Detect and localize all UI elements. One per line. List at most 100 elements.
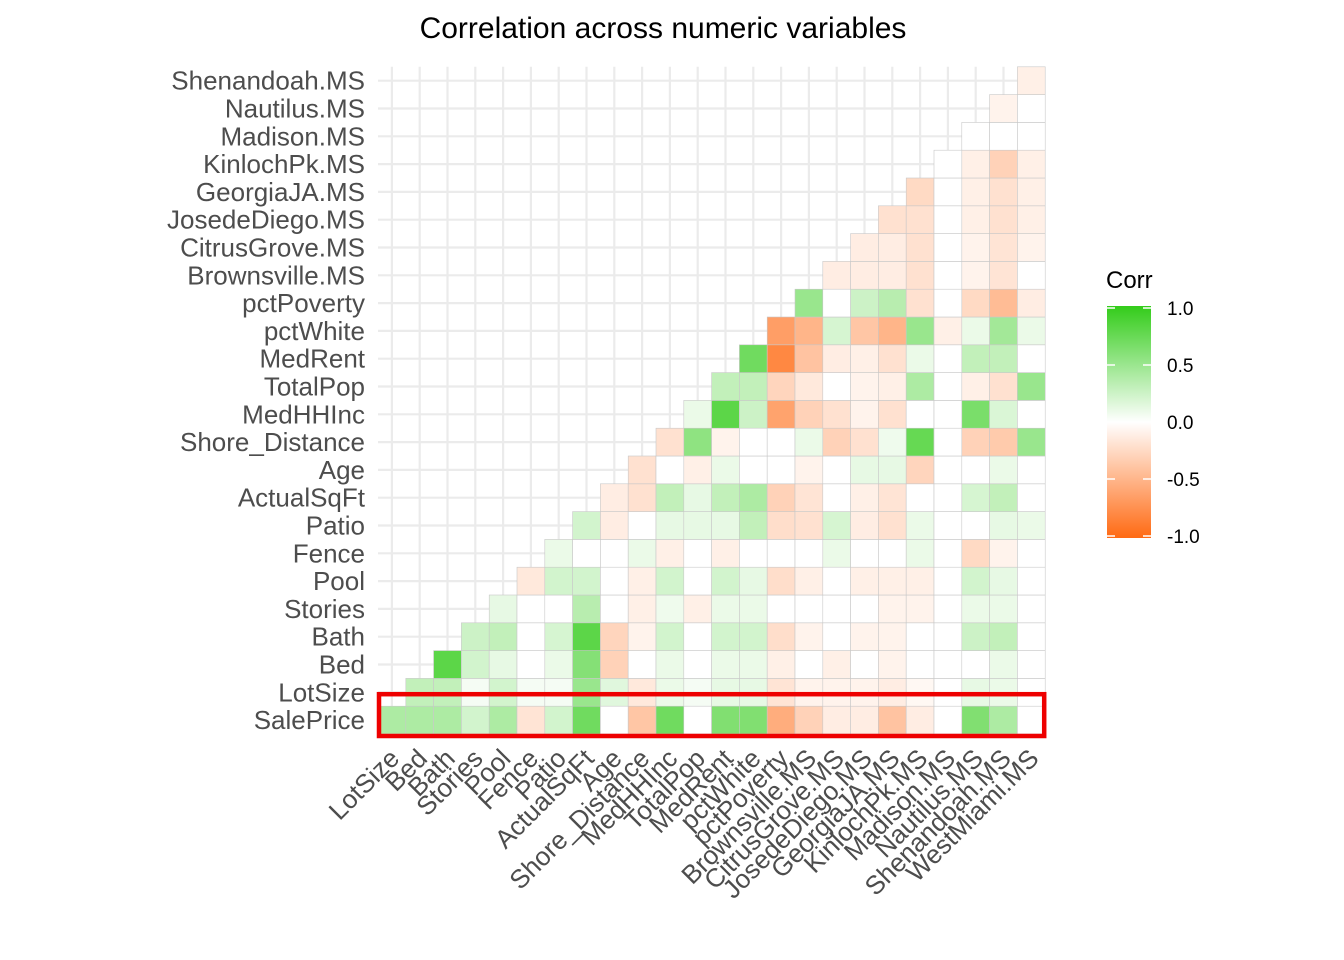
cell-MedHHInc-CitrusGrove.MS bbox=[822, 400, 851, 429]
cell-Pool-Age bbox=[600, 566, 629, 596]
cell-TotalPop-GeorgiaJA.MS bbox=[878, 372, 907, 401]
cell-Bed-Stories bbox=[461, 650, 490, 679]
cell-MedRent-pctWhite bbox=[739, 344, 768, 373]
cell-Stories-MedHHInc bbox=[655, 594, 685, 624]
cell-SalePrice-pctPoverty bbox=[766, 705, 796, 735]
cell-Nautilus.MS-Shenandoah.MS bbox=[989, 94, 1018, 123]
cell-Bed-MedHHInc bbox=[655, 650, 685, 679]
cell-ActualSqFt-KinlochPk.MS bbox=[905, 483, 935, 512]
cell-Pool-Patio bbox=[544, 566, 573, 596]
cell-pctWhite-pctPoverty bbox=[766, 316, 796, 346]
cell-SalePrice-CitrusGrove.MS bbox=[822, 705, 851, 735]
cell-Age-MedHHInc bbox=[655, 455, 685, 485]
cell-Fence-Patio bbox=[544, 539, 573, 568]
cell-Stories-TotalPop bbox=[683, 594, 712, 624]
cell-TotalPop-KinlochPk.MS bbox=[905, 372, 935, 401]
cell-Fence-pctWhite bbox=[739, 539, 768, 568]
cell-MedHHInc-Nautilus.MS bbox=[961, 400, 990, 429]
cell-SalePrice-Shenandoah.MS bbox=[989, 705, 1018, 735]
cell-Fence-GeorgiaJA.MS bbox=[878, 539, 907, 568]
cell-Shore_Distance-Shenandoah.MS bbox=[989, 427, 1018, 457]
cell-ActualSqFt-Shenandoah.MS bbox=[989, 483, 1018, 512]
cell-MedRent-Shenandoah.MS bbox=[989, 344, 1018, 373]
cell-SalePrice-Shore_Distance bbox=[627, 705, 657, 735]
cell-pctWhite-JosedeDiego.MS bbox=[850, 316, 879, 346]
cell-Bath-Shenandoah.MS bbox=[989, 622, 1018, 651]
cell-CitrusGrove.MS-Nautilus.MS bbox=[961, 233, 990, 262]
cell-ActualSqFt-CitrusGrove.MS bbox=[822, 483, 851, 512]
cell-Fence-Brownsville.MS bbox=[794, 539, 824, 568]
cell-Bath-Patio bbox=[544, 622, 573, 651]
cell-MedHHInc-pctPoverty bbox=[766, 400, 796, 429]
legend-tick-label: 0.5 bbox=[1167, 356, 1193, 377]
cell-pctPoverty-KinlochPk.MS bbox=[905, 288, 935, 318]
cell-ActualSqFt-TotalPop bbox=[683, 483, 712, 512]
cell-Pool-pctWhite bbox=[739, 566, 768, 596]
cell-Bath-pctWhite bbox=[739, 622, 768, 651]
cell-Shore_Distance-TotalPop bbox=[683, 427, 712, 457]
cell-Brownsville.MS-Madison.MS bbox=[933, 261, 963, 290]
cell-Brownsville.MS-CitrusGrove.MS bbox=[822, 261, 851, 290]
cell-Pool-MedRent bbox=[711, 566, 740, 596]
cell-Nautilus.MS-WestMiami.MS bbox=[1017, 94, 1046, 123]
cell-Fence-CitrusGrove.MS bbox=[822, 539, 851, 568]
cell-SalePrice-LotSize bbox=[377, 705, 407, 735]
cell-Age-WestMiami.MS bbox=[1017, 455, 1046, 485]
cell-CitrusGrove.MS-KinlochPk.MS bbox=[905, 233, 935, 262]
y-tick-label: TotalPop bbox=[264, 372, 365, 402]
cell-ActualSqFt-pctPoverty bbox=[766, 483, 796, 512]
cell-TotalPop-WestMiami.MS bbox=[1017, 372, 1046, 401]
cell-Patio-KinlochPk.MS bbox=[905, 511, 935, 540]
cell-Bed-MedRent bbox=[711, 650, 740, 679]
y-tick-label: Nautilus.MS bbox=[225, 94, 365, 124]
cell-Shore_Distance-GeorgiaJA.MS bbox=[878, 427, 907, 457]
cell-Pool-KinlochPk.MS bbox=[905, 566, 935, 596]
cell-Bath-GeorgiaJA.MS bbox=[878, 622, 907, 651]
cell-MedHHInc-Madison.MS bbox=[933, 400, 963, 429]
cell-Bath-MedRent bbox=[711, 622, 740, 651]
cell-MedRent-KinlochPk.MS bbox=[905, 344, 935, 373]
cell-Patio-Nautilus.MS bbox=[961, 511, 990, 540]
cell-GeorgiaJA.MS-Nautilus.MS bbox=[961, 177, 990, 207]
cell-Bath-TotalPop bbox=[683, 622, 712, 651]
legend: Corr 1.0 0.5 0.0 -0.5 -1.0 bbox=[1106, 267, 1200, 548]
cell-pctWhite-WestMiami.MS bbox=[1017, 316, 1046, 346]
cell-SalePrice-pctWhite bbox=[739, 705, 768, 735]
cell-Pool-ActualSqFt bbox=[572, 566, 601, 596]
cell-Bed-WestMiami.MS bbox=[1017, 650, 1046, 679]
cell-Bath-pctPoverty bbox=[766, 622, 796, 651]
cell-Pool-Fence bbox=[516, 566, 546, 596]
y-tick-label: Patio bbox=[306, 511, 365, 541]
cell-KinlochPk.MS-Nautilus.MS bbox=[961, 149, 990, 179]
cell-SalePrice-Bath bbox=[433, 705, 462, 735]
cell-JosedeDiego.MS-WestMiami.MS bbox=[1017, 205, 1046, 234]
cell-Bath-Pool bbox=[488, 622, 518, 651]
cell-Bath-Madison.MS bbox=[933, 622, 963, 651]
cell-MedRent-JosedeDiego.MS bbox=[850, 344, 879, 373]
y-tick-label: JosedeDiego.MS bbox=[167, 205, 365, 235]
cell-TotalPop-pctWhite bbox=[739, 372, 768, 401]
legend-tick-label: -0.5 bbox=[1167, 470, 1200, 491]
cell-GeorgiaJA.MS-WestMiami.MS bbox=[1017, 177, 1046, 207]
y-tick-label: LotSize bbox=[278, 677, 365, 707]
y-tick-label: MedHHInc bbox=[242, 399, 365, 429]
cell-Bed-GeorgiaJA.MS bbox=[878, 650, 907, 679]
cell-TotalPop-CitrusGrove.MS bbox=[822, 372, 851, 401]
cell-Patio-Age bbox=[600, 511, 629, 540]
cell-Fence-MedHHInc bbox=[655, 539, 685, 568]
cell-Pool-Madison.MS bbox=[933, 566, 963, 596]
cell-TotalPop-pctPoverty bbox=[766, 372, 796, 401]
cell-Brownsville.MS-WestMiami.MS bbox=[1017, 261, 1046, 290]
cell-CitrusGrove.MS-Shenandoah.MS bbox=[989, 233, 1018, 262]
cell-Bath-JosedeDiego.MS bbox=[850, 622, 879, 651]
y-tick-label: Bath bbox=[312, 622, 366, 652]
y-tick-label: Age bbox=[319, 455, 365, 485]
cell-KinlochPk.MS-WestMiami.MS bbox=[1017, 149, 1046, 179]
y-tick-label: GeorgiaJA.MS bbox=[196, 177, 365, 207]
cell-Shore_Distance-WestMiami.MS bbox=[1017, 427, 1046, 457]
cell-pctWhite-Nautilus.MS bbox=[961, 316, 990, 346]
y-tick-label: pctPoverty bbox=[242, 288, 365, 318]
cell-pctPoverty-Shenandoah.MS bbox=[989, 288, 1018, 318]
cell-Patio-TotalPop bbox=[683, 511, 712, 540]
cell-Brownsville.MS-KinlochPk.MS bbox=[905, 261, 935, 290]
